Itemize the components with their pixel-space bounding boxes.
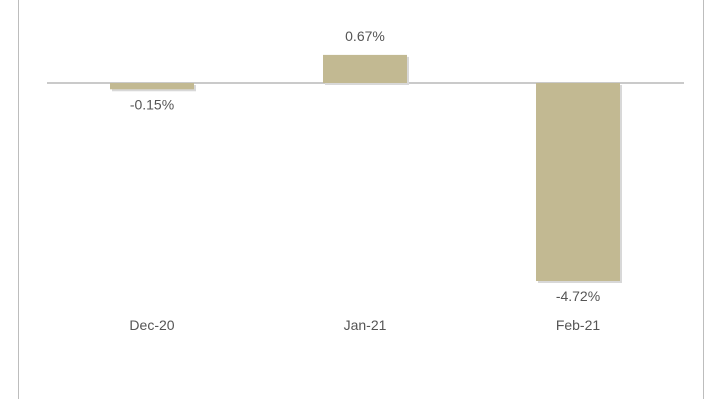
value-label-jan-21: 0.67% bbox=[345, 28, 385, 44]
value-label-feb-21: -4.72% bbox=[556, 288, 600, 304]
category-label-feb-21: Feb-21 bbox=[556, 317, 601, 333]
chart-frame bbox=[18, 0, 704, 399]
bar-jan-21 bbox=[323, 54, 407, 83]
bar-feb-21 bbox=[536, 83, 620, 281]
category-label-jan-21: Jan-21 bbox=[344, 317, 387, 333]
category-label-dec-20: Dec-20 bbox=[129, 317, 174, 333]
bar-dec-20 bbox=[110, 83, 194, 90]
value-label-dec-20: -0.15% bbox=[130, 96, 174, 112]
